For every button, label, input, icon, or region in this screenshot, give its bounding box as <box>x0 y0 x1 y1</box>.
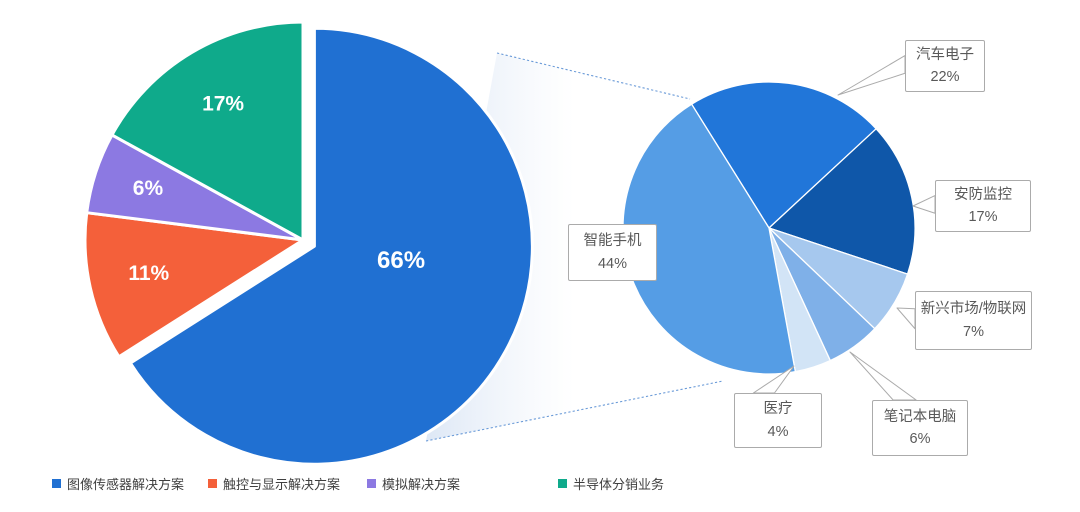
callout-value: 44% <box>597 255 628 272</box>
callout-pointer <box>849 351 917 401</box>
callout-value: 4% <box>767 423 789 440</box>
legend-label: 图像传感器解决方案 <box>67 476 185 492</box>
callout-pointer <box>912 195 936 214</box>
callout-value: 22% <box>930 69 960 85</box>
callout-label: 安防监控 <box>954 186 1012 203</box>
callout-pointer <box>896 307 916 330</box>
callout-pointer <box>837 55 906 96</box>
pie2-slice-0[interactable]: 汽车电子 22% <box>690 81 877 229</box>
callout-label: 汽车电子 <box>916 46 974 63</box>
pie1-slice-0[interactable]: 图像传感器解决方案 66% <box>128 26 534 466</box>
zoom-band-bottom-line <box>425 380 724 442</box>
pie1-slice-label-3: 17% <box>202 92 244 115</box>
callout-pie2-slice-3: 笔记本电脑 6% <box>872 400 968 456</box>
legend-label: 触控与显示解决方案 <box>223 476 341 492</box>
callout-value: 6% <box>909 431 931 447</box>
legend-swatch-icon <box>208 478 217 488</box>
pie1-slice-label-0: 66% <box>377 247 425 274</box>
legend-swatch-icon <box>558 478 567 488</box>
callout-label: 笔记本电脑 <box>883 408 957 425</box>
legend-item-2[interactable]: 模拟解决方案 <box>367 474 460 492</box>
legend-swatch-icon <box>367 478 376 488</box>
pie2-slice-1[interactable]: 安防监控 17% <box>768 128 916 275</box>
callout-pie2-slice-5: 智能手机 44% <box>568 224 657 281</box>
callout-pie2-slice-2: 新兴市场/物联网 7% <box>915 291 1032 350</box>
callout-label: 智能手机 <box>583 233 642 250</box>
pie1-slice-label-1: 11% <box>128 262 169 285</box>
legend-item-3[interactable]: 半导体分销业务 <box>558 474 664 492</box>
chart-legend: 图像传感器解决方案 触控与显示解决方案 模拟解决方案 半导体分销业务 <box>0 474 1080 498</box>
callout-value: 7% <box>963 323 984 340</box>
callout-label: 新兴市场/物联网 <box>920 301 1027 318</box>
legend-swatch-icon <box>52 478 61 488</box>
callout-pie2-slice-1: 安防监控 17% <box>935 180 1031 232</box>
callout-pie2-slice-0: 汽车电子 22% <box>905 40 985 92</box>
pie1-slice-label-2: 6% <box>133 177 164 200</box>
legend-label: 半导体分销业务 <box>573 476 665 492</box>
legend-item-1[interactable]: 触控与显示解决方案 <box>208 474 340 492</box>
callout-label: 医疗 <box>763 401 793 418</box>
pie1-slice-3[interactable]: 半导体分销业务 17% <box>110 20 305 242</box>
pie1-slice-1[interactable]: 触控与显示解决方案 11% <box>83 211 305 359</box>
legend-label: 模拟解决方案 <box>382 476 461 492</box>
callout-value: 17% <box>968 209 998 225</box>
callout-pie2-slice-4: 医疗 4% <box>734 393 822 448</box>
legend-item-0[interactable]: 图像传感器解决方案 <box>52 474 184 492</box>
